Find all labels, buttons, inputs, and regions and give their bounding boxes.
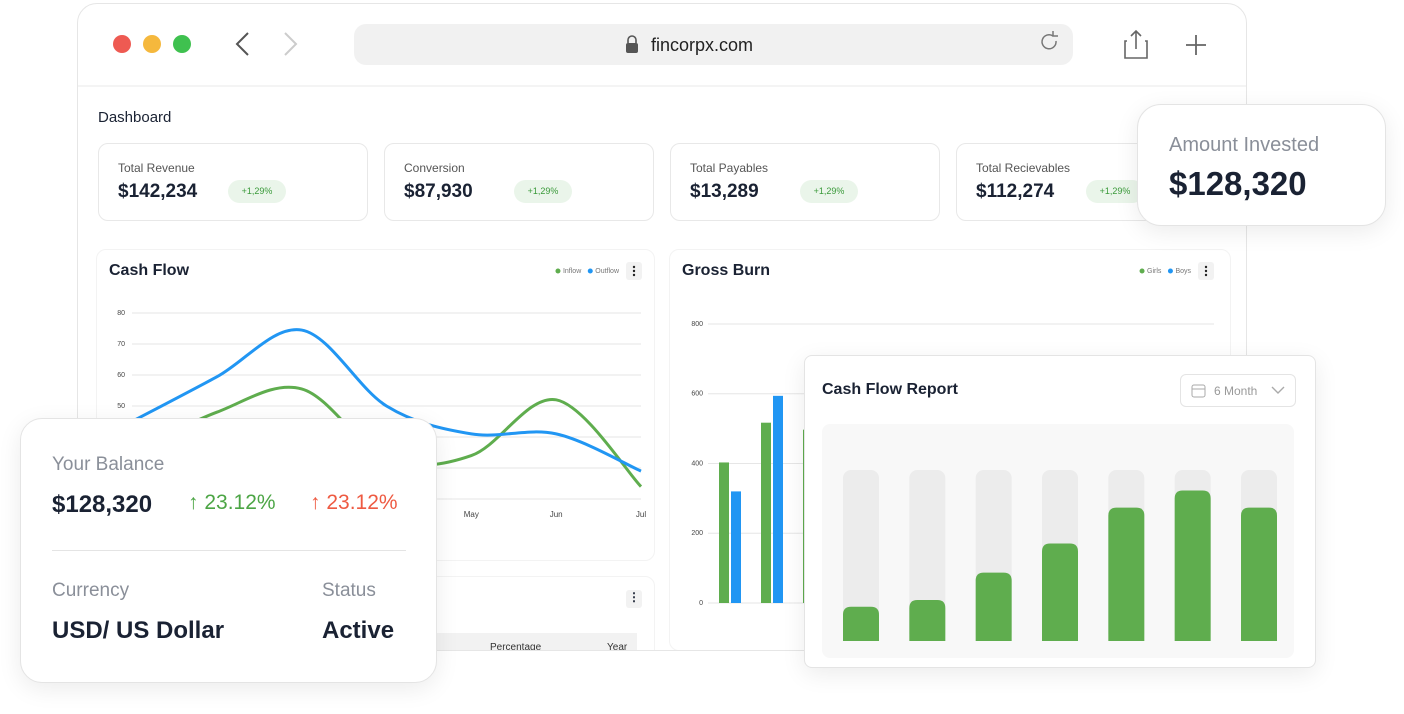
menu-dot <box>1204 269 1208 273</box>
bar <box>909 599 946 641</box>
legend-label: Boys <box>1175 268 1191 275</box>
legend-dot <box>555 268 561 274</box>
bar <box>975 572 1012 641</box>
currency: USD/ US Dollar <box>52 617 225 644</box>
status: Active <box>322 617 395 644</box>
y-tick-label: 0 <box>699 600 703 607</box>
kpi-label: Total Revenue <box>118 161 195 175</box>
bar-track <box>909 470 946 641</box>
kpi-card: Total Revenue $142,234 +1,29% <box>98 143 368 221</box>
y-tick-label: 600 <box>691 391 703 398</box>
menu-dot <box>632 273 636 277</box>
bar <box>761 422 771 603</box>
kpi-card: Total Payables $13,289 +1,29% <box>670 143 940 221</box>
y-tick-label: 60 <box>117 372 125 379</box>
kpi-change: +1,29% <box>800 180 858 203</box>
x-tick-label: Jul <box>636 510 646 519</box>
change-down-value: 23.12% <box>326 491 398 514</box>
reload[interactable] <box>1041 31 1058 50</box>
lock <box>627 35 637 43</box>
y-tick-label: 50 <box>117 403 125 410</box>
table-header-cell: Year <box>607 642 628 651</box>
legend-dot <box>587 268 593 274</box>
url-bar[interactable] <box>354 24 1073 65</box>
bar <box>1042 543 1078 641</box>
kpi-change: +1,29% <box>514 180 572 203</box>
x-tick-label: Jun <box>550 510 563 519</box>
table-header-cell: Percentage <box>490 642 542 651</box>
legend-label: Outflow <box>595 268 620 275</box>
y-tick-label: 70 <box>117 341 125 348</box>
kpi-change: +1,29% <box>228 180 286 203</box>
kpi-value: $112,274 <box>976 181 1055 202</box>
balance-card: Your Balance $128,320 ↑ 23.12% ↑ 23.12% … <box>20 418 437 683</box>
y-tick-label: 200 <box>691 530 703 537</box>
change-down: ↑ 23.12% <box>310 491 398 514</box>
status-label: Status <box>322 580 376 601</box>
bar <box>843 606 879 641</box>
legend-label: Girls <box>1147 268 1162 275</box>
kpi-value: $142,234 <box>118 181 198 202</box>
url: fincorpx.com <box>651 35 753 55</box>
zoom-dot[interactable] <box>173 35 191 53</box>
cash-flow-chart: Cash FlowOutflowInflow20304050607080MayJ… <box>109 262 646 519</box>
y-tick-label: 400 <box>691 460 703 467</box>
bar <box>731 491 741 603</box>
kpi-label: Conversion <box>404 161 465 175</box>
table-header <box>436 633 637 650</box>
chart-title: Cash Flow <box>109 262 190 279</box>
share[interactable] <box>1124 29 1148 59</box>
balance-value: $128,320 <box>52 491 153 518</box>
legend-dot <box>1139 268 1145 274</box>
bar <box>1108 507 1145 641</box>
menu-dot <box>632 269 636 273</box>
invested-value: $128,320 <box>1169 165 1307 202</box>
period-select[interactable]: 6 Month <box>1180 374 1296 407</box>
kpi-change: +1,29% <box>1086 180 1144 203</box>
kpi-label: Total Recievables <box>976 161 1071 175</box>
menu-dot <box>1204 265 1208 269</box>
lock <box>626 43 638 53</box>
kpi-value: $87,930 <box>404 181 473 202</box>
calendar-icon <box>1191 384 1206 398</box>
line <box>131 328 642 473</box>
x-tick-label: May <box>464 510 479 519</box>
bar-track <box>843 470 879 641</box>
new-tab[interactable] <box>1186 35 1206 55</box>
legend-dot <box>1167 268 1173 274</box>
menu-button[interactable]: ⋮ <box>626 590 642 608</box>
back[interactable] <box>235 32 249 56</box>
menu-dot <box>1204 273 1208 277</box>
bar <box>1174 490 1211 641</box>
close-dot[interactable] <box>113 35 131 53</box>
kpi-value: $13,289 <box>690 181 759 202</box>
menu-dot <box>632 265 636 269</box>
report-title: Cash Flow Report <box>822 381 959 398</box>
balance-label: Your Balance <box>52 454 165 475</box>
kpi-label: Total Payables <box>690 161 769 175</box>
kpi-card: Conversion $87,930 +1,29% <box>384 143 654 221</box>
change-up: ↑ 23.12% <box>188 491 276 514</box>
chevron <box>1271 386 1285 394</box>
y-tick-label: 800 <box>691 321 703 328</box>
y-tick-label: 80 <box>117 310 125 317</box>
chart-title: Gross Burn <box>682 262 770 279</box>
period: 6 Month <box>1214 384 1258 398</box>
page-title: Dashboard <box>98 109 172 126</box>
bar <box>719 462 729 603</box>
bar <box>1241 507 1277 641</box>
report-card: Cash Flow Report 6 Month <box>804 355 1316 668</box>
toolbar: fincorpx.com <box>78 24 1246 87</box>
divider <box>52 550 406 551</box>
invested-label: Amount Invested <box>1169 134 1320 156</box>
invested-card: Amount Invested $128,320 <box>1137 104 1386 226</box>
change-up-value: 23.12% <box>204 491 276 514</box>
minimize-dot[interactable] <box>143 35 161 53</box>
bar <box>773 395 783 603</box>
forward[interactable] <box>284 32 298 56</box>
currency-label: Currency <box>52 580 130 601</box>
legend-label: Inflow <box>563 268 582 275</box>
